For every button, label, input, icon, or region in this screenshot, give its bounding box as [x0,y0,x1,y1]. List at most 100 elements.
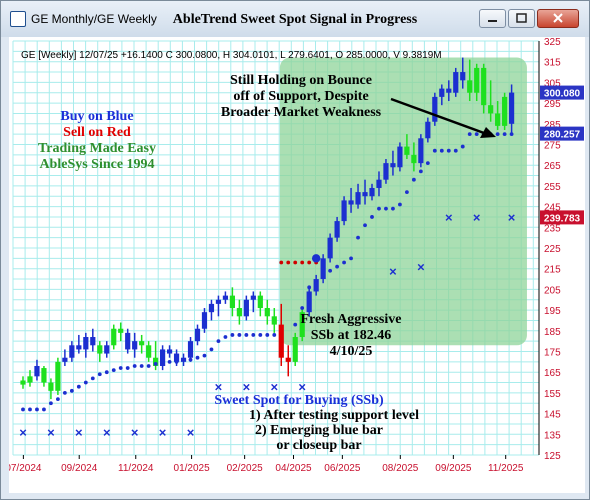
highlight-region [279,57,527,346]
stop-dot [76,384,81,389]
stop-dot [181,357,186,362]
red-stop-dot [286,260,291,265]
trading-made-easy-label: Trading Made Easy [38,141,156,156]
x-marker: × [47,425,55,440]
candle [160,345,166,371]
stop-dot [474,132,479,137]
title-bar: GE Monthly/GE Weekly AbleTrend Sweet Spo… [1,1,589,37]
stop-dot [502,132,507,137]
stop-dot [272,333,277,337]
candle-body [474,67,480,93]
stop-dot [384,206,388,211]
price-box-label: 280.257 [544,130,581,141]
candle [369,183,375,201]
candle [481,63,487,114]
candle-body [383,163,389,180]
candle-body [460,72,466,81]
stop-dot [453,148,458,153]
stop-dot [195,355,200,360]
candle-body [418,138,424,164]
x-marker: × [389,264,397,279]
y-tick-label: 195 [544,306,561,317]
sell-on-red-label: Sell on Red [63,125,131,140]
candle-body [446,88,452,93]
x-marker: × [131,425,139,440]
y-tick-label: 165 [544,368,561,379]
candle-body [341,200,347,222]
candle [257,291,263,317]
minimize-button[interactable] [479,9,506,28]
candle [146,341,152,362]
candle-body [236,308,242,317]
stop-dot [104,370,109,375]
y-tick-label: 205 [544,285,561,296]
candle-body [111,328,117,346]
red-stop-dot [300,260,305,265]
candle [166,345,173,358]
candle [90,328,96,352]
candle [313,274,319,296]
candle [222,291,229,304]
holding-note-line1: Still Holding on Bounce [230,73,372,88]
candle [383,158,389,184]
close-button[interactable] [537,9,579,28]
candle-body [257,295,263,309]
y-tick-label: 315 [544,58,561,69]
stop-dot [495,132,500,137]
candle-body [390,163,396,168]
candle-body [404,146,410,155]
candle [397,142,403,172]
candle-body [376,179,382,188]
stop-dot [237,333,242,337]
candle [348,187,354,213]
candle-body [355,192,361,205]
stop-dot [314,281,319,286]
x-marker: × [417,260,425,275]
y-tick-label: 135 [544,430,561,441]
y-tick-label: 145 [544,410,561,421]
y-tick-label: 125 [544,451,561,462]
stop-dot [118,366,123,370]
fresh-ssb-line1: Fresh Aggressive [301,312,402,327]
minimize-icon [488,20,497,22]
stop-dot [111,368,116,373]
candle [201,308,208,333]
ablesys-label: AbleSys Since 1994 [39,157,154,172]
candle-body [194,328,201,342]
chart-area[interactable]: × × × × × × × × × × × × × × × × 125 135 145 155 165 175 185 19… [5,37,585,493]
stop-dot [377,206,381,211]
stop-dot [509,132,514,137]
candle [125,328,131,354]
maximize-button[interactable] [508,9,535,28]
stop-dot [342,260,346,265]
candlestick-chart: × × × × × × × × × × × × × × × × 125 135 145 155 165 175 185 19… [5,37,585,493]
price-box: 300.080 [540,85,584,100]
candle-body [264,308,270,317]
stop-dot [90,376,95,381]
candle [285,345,291,377]
candle-body [250,295,256,300]
candle [355,183,361,209]
y-tick-label: 255 [544,182,561,193]
price-box: 280.257 [540,126,584,141]
candle-body [166,349,173,354]
y-tick-label: 265 [544,161,561,172]
candle-body [439,88,445,97]
x-marker: × [473,210,481,225]
candle [104,341,110,358]
price-box-label: 239.783 [544,213,581,224]
candle [320,254,326,284]
candle [390,150,396,176]
candle [278,303,284,366]
candle-body [90,337,96,346]
stop-dot [139,364,144,368]
fresh-ssb-line3: 4/10/25 [330,344,373,359]
y-tick-label: 275 [544,141,561,152]
y-tick-label: 185 [544,327,561,338]
y-tick-label: 215 [544,265,561,276]
y-tick-label: 295 [544,99,561,110]
y-tick-label: 305 [544,78,561,89]
stop-dot [202,353,207,358]
candle-body [425,121,431,139]
candle-body [306,291,312,313]
